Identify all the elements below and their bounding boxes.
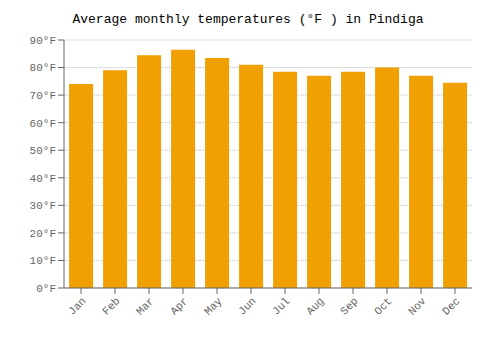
svg-text:Jul: Jul: [270, 295, 292, 317]
svg-text:Aug: Aug: [304, 295, 326, 317]
svg-text:Mar: Mar: [134, 295, 156, 317]
svg-text:Apr: Apr: [168, 295, 190, 317]
svg-text:10°F: 10°F: [30, 255, 56, 267]
html-text:Average monthly temperatures (: Average monthly temperatures (°F ) in Pi…: [72, 12, 424, 27]
svg-text:30°F: 30°F: [30, 200, 56, 212]
svg-text:50°F: 50°F: [30, 145, 56, 157]
svg-text:90°F: 90°F: [30, 35, 56, 47]
svg-text:Jun: Jun: [236, 295, 258, 317]
svg-text:May: May: [202, 295, 225, 318]
svg-text:60°F: 60°F: [30, 118, 56, 130]
svg-text:70°F: 70°F: [30, 90, 56, 102]
svg-text:Dec: Dec: [440, 295, 462, 317]
svg-text:Oct: Oct: [372, 295, 394, 317]
svg-text:20°F: 20°F: [30, 228, 56, 240]
svg-text:0°F: 0°F: [36, 283, 56, 295]
svg-text:40°F: 40°F: [30, 173, 56, 185]
svg-text:80°F: 80°F: [30, 62, 56, 74]
svg-text:Feb: Feb: [100, 295, 122, 317]
svg-text:Nov: Nov: [406, 295, 429, 318]
svg-text:Sep: Sep: [338, 295, 360, 317]
svg-text:Jan: Jan: [66, 295, 88, 317]
